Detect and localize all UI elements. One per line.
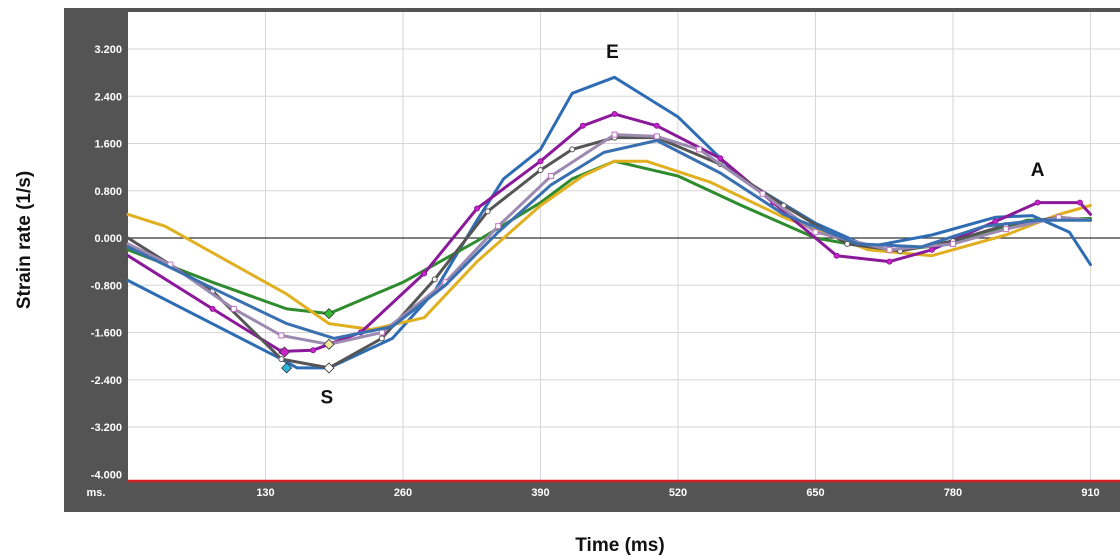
series-point-6 bbox=[812, 229, 819, 236]
peak-marker bbox=[278, 346, 291, 358]
y-tick-label: -3.200 bbox=[91, 422, 122, 434]
marker-layer bbox=[278, 308, 335, 374]
grid-layer bbox=[128, 12, 1120, 482]
series-point-6 bbox=[548, 172, 555, 179]
y-tick-label: -4.000 bbox=[91, 469, 122, 481]
series-point-4 bbox=[886, 258, 893, 265]
y-tick-label: 2.400 bbox=[94, 91, 122, 103]
plot-area bbox=[128, 12, 1120, 482]
series-point-5 bbox=[537, 167, 544, 174]
annotation-e: E bbox=[606, 42, 619, 63]
series-point-6 bbox=[1002, 226, 1009, 233]
peak-marker bbox=[281, 362, 293, 374]
series-point-5 bbox=[844, 240, 851, 247]
series-point-4 bbox=[717, 155, 724, 162]
series-point-6 bbox=[495, 223, 502, 230]
peak-marker bbox=[323, 338, 335, 350]
y-tick-label: -1.600 bbox=[91, 328, 122, 340]
peak-marker bbox=[323, 308, 335, 320]
series-point-5 bbox=[431, 276, 438, 283]
series-point-4 bbox=[421, 270, 428, 277]
x-axis-title: Time (ms) bbox=[575, 535, 664, 556]
series-point-6 bbox=[886, 246, 893, 253]
y-tick-label: -2.400 bbox=[91, 375, 122, 387]
y-tick-label: 3.200 bbox=[94, 44, 122, 56]
annotation-a: A bbox=[1031, 160, 1045, 181]
series-point-4 bbox=[833, 252, 840, 259]
series-point-6 bbox=[611, 131, 618, 138]
series-point-5 bbox=[569, 146, 576, 153]
series-point-6 bbox=[278, 332, 285, 339]
annotation-s: S bbox=[321, 387, 334, 408]
series-line-7 bbox=[126, 139, 1092, 340]
x-tick-label: 260 bbox=[394, 487, 412, 499]
x-tick-label: 520 bbox=[669, 487, 687, 499]
x-tick-label: 390 bbox=[531, 487, 549, 499]
series-point-4 bbox=[474, 205, 481, 212]
series-point-4 bbox=[537, 158, 544, 165]
series-line-3 bbox=[126, 159, 1092, 331]
series-point-4 bbox=[579, 122, 586, 129]
y-axis-title: Strain rate (1/s) bbox=[14, 171, 35, 309]
peak-marker bbox=[323, 362, 335, 374]
x-tick-label: 130 bbox=[256, 487, 274, 499]
series-point-5 bbox=[378, 335, 385, 342]
series-point-5 bbox=[278, 356, 285, 363]
series-point-6 bbox=[696, 146, 703, 153]
y-tick-label: -0.800 bbox=[91, 280, 122, 292]
tick-layer: 3.200 2.400 1.600 0.800 0.000 -0.800 -1.600 -2.… bbox=[91, 44, 1100, 499]
y-tick-label: 0.000 bbox=[94, 233, 122, 245]
series-point-6 bbox=[950, 240, 956, 247]
series-point-6 bbox=[230, 305, 237, 312]
series-layer bbox=[126, 75, 1092, 371]
series-point-4 bbox=[928, 246, 935, 253]
series-point-4 bbox=[653, 122, 660, 129]
y-tick-label: 0.800 bbox=[94, 186, 122, 198]
series-point-4 bbox=[992, 218, 999, 225]
series-point-6 bbox=[759, 190, 766, 197]
series-point-4 bbox=[1076, 199, 1083, 206]
series-point-5 bbox=[484, 208, 491, 215]
x-tick-label: 780 bbox=[944, 487, 962, 499]
series-point-4 bbox=[209, 305, 216, 312]
y-tick-label: 1.600 bbox=[94, 139, 122, 151]
x-tick-label: 650 bbox=[806, 487, 824, 499]
series-point-4 bbox=[1034, 199, 1041, 206]
x-unit-label: ms. bbox=[87, 487, 106, 499]
x-tick-label: 910 bbox=[1081, 487, 1099, 499]
series-point-6 bbox=[653, 133, 660, 140]
series-point-4 bbox=[310, 347, 317, 354]
series-point-4 bbox=[611, 110, 618, 117]
series-point-6 bbox=[378, 329, 385, 336]
annotation-layer: E S A bbox=[321, 42, 1045, 409]
